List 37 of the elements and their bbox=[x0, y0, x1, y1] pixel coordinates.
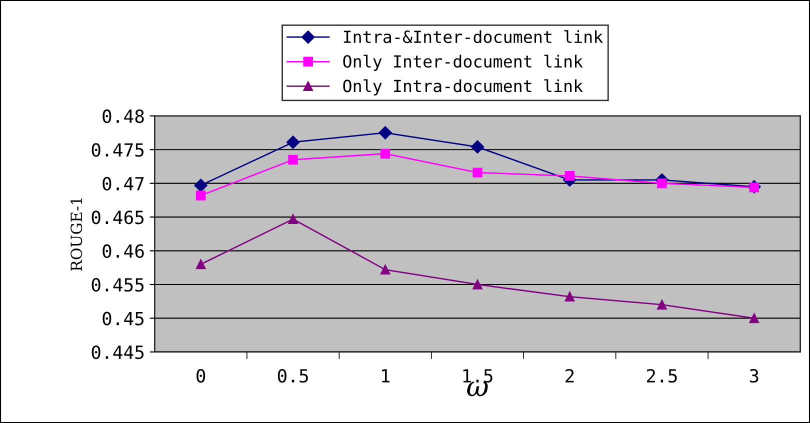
point bbox=[564, 171, 575, 181]
y-tick-label: 0.48 bbox=[102, 109, 144, 124]
point bbox=[380, 264, 390, 275]
x-tick-label: 2.5 bbox=[646, 369, 677, 383]
point bbox=[657, 178, 667, 188]
y-axis-title: ROUGE-1 bbox=[70, 198, 82, 271]
x-tick-label: 1 bbox=[382, 369, 390, 382]
legend-label: Only Intra-document link bbox=[343, 79, 583, 96]
y-tick-label: 0.475 bbox=[92, 143, 144, 157]
point bbox=[194, 178, 208, 192]
point bbox=[564, 292, 575, 302]
point bbox=[288, 154, 298, 165]
point bbox=[196, 259, 206, 270]
x-tick-label: 2 bbox=[566, 369, 574, 382]
point bbox=[749, 313, 760, 324]
x-tick-label: 1.5 bbox=[463, 369, 492, 383]
point bbox=[657, 300, 667, 310]
x-tick-label: 3 bbox=[750, 369, 758, 383]
legend-label: Intra-&Inter-document link bbox=[344, 30, 603, 44]
point bbox=[380, 148, 390, 159]
y-tick-label: 0.47 bbox=[102, 176, 144, 191]
point bbox=[378, 126, 392, 140]
point bbox=[288, 214, 298, 224]
point bbox=[470, 140, 484, 154]
point bbox=[196, 190, 206, 200]
y-tick-label: 0.46 bbox=[102, 244, 144, 258]
point bbox=[472, 168, 482, 178]
legend-label: Only Inter-document link bbox=[343, 54, 583, 71]
x-axis-title: ω bbox=[467, 382, 488, 396]
y-tick-label: 0.465 bbox=[92, 210, 144, 224]
point bbox=[472, 280, 482, 290]
x-tick-label: 0 bbox=[196, 369, 206, 383]
point bbox=[286, 136, 300, 149]
y-tick-label: 0.445 bbox=[92, 345, 144, 360]
x-tick-label: 0.5 bbox=[278, 369, 308, 383]
y-tick-label: 0.45 bbox=[102, 312, 144, 326]
y-tick-label: 0.455 bbox=[92, 278, 144, 292]
